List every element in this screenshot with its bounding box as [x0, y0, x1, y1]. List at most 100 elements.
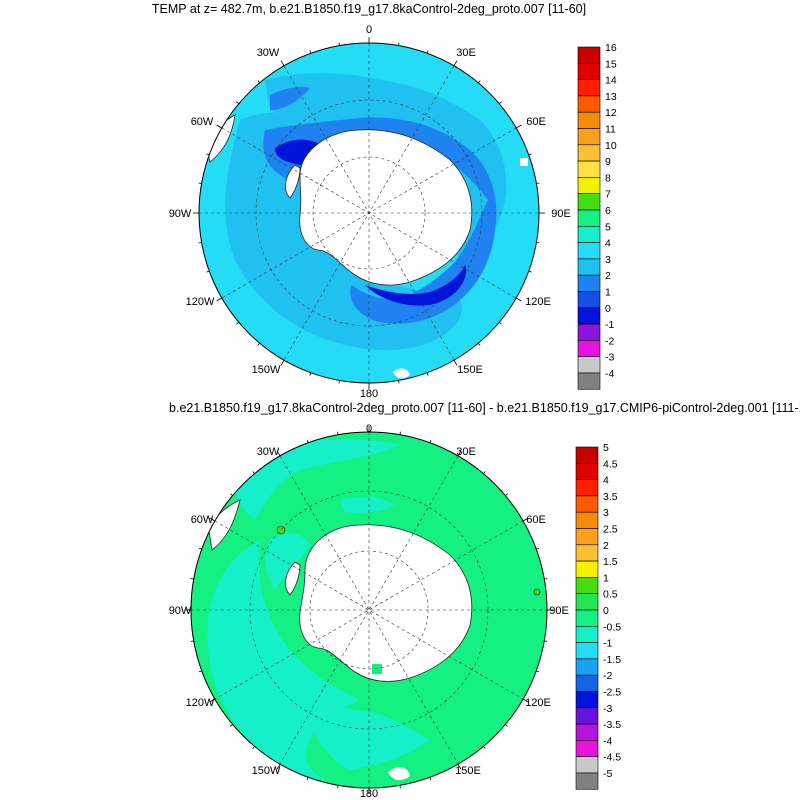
top-colorbar-swatch	[577, 144, 601, 162]
bottom-colorbar-label: 4	[603, 475, 609, 487]
bottom-colorbar-swatch	[575, 528, 599, 546]
bottom-lon-labels: 0 30E 60E 90E 120E 150E 180 150W 120W 90…	[169, 423, 569, 800]
bottom-tick	[198, 670, 202, 673]
bottom-tick	[429, 439, 432, 443]
bottom-colorbar-label: 5	[603, 442, 609, 454]
top-antarctica	[299, 129, 473, 286]
bottom-tick	[190, 578, 194, 580]
bottom-colorbar-label: -1.5	[603, 654, 621, 666]
top-lon-30e: 30E	[456, 47, 476, 59]
bottom-tick	[252, 746, 255, 749]
top-lon-120w: 120W	[186, 296, 215, 308]
top-colorbar-label: 4	[605, 238, 611, 250]
bottom-colorbar-label: -2	[603, 670, 612, 682]
bottom-tick	[457, 763, 462, 770]
bottom-colorbar-label: -4	[603, 735, 612, 747]
top-tick	[516, 124, 522, 129]
top-new-zealand	[393, 368, 410, 379]
bottom-colorbar-label: -5	[603, 768, 612, 780]
top-colorbar-swatch	[577, 79, 601, 97]
bottom-tick	[399, 431, 401, 435]
bottom-colorbar-swatch	[575, 674, 599, 692]
bottom-colorbar-label: -2.5	[603, 687, 621, 699]
top-tick	[280, 360, 285, 366]
top-lon-60e: 60E	[526, 116, 546, 128]
bottom-tick	[522, 517, 529, 522]
bottom-colorbar-swatch	[575, 560, 599, 578]
bottom-tick	[337, 431, 339, 435]
top-lon-30w: 30W	[257, 47, 280, 59]
bottom-tick	[536, 670, 540, 673]
bottom-colorbar-label: 4.5	[603, 458, 618, 470]
bottom-colorbar-swatch	[575, 446, 599, 464]
top-tick	[398, 42, 400, 46]
top-colorbar-label: 1	[605, 287, 611, 299]
top-colorbar-swatch	[577, 291, 601, 309]
bottom-colorbar-label: 2.5	[603, 524, 618, 536]
top-colorbar-label: 2	[605, 270, 611, 282]
bottom-colorbar-label: 3.5	[603, 491, 618, 503]
bottom-lon-90w: 90W	[169, 605, 192, 617]
bottom-tick	[505, 724, 508, 727]
bottom-ice-shelf	[330, 537, 355, 553]
bottom-colorbar-swatch	[575, 609, 599, 627]
top-colorbar-swatch	[577, 111, 601, 129]
top-colorbar-label: 13	[605, 91, 617, 103]
top-lon-90w: 90W	[169, 208, 192, 220]
top-tick	[338, 42, 340, 46]
top-tick	[453, 360, 458, 366]
bottom-colorbar-swatch	[575, 772, 599, 790]
top-tick	[309, 50, 312, 54]
bottom-tick	[230, 724, 233, 727]
bottom-tick	[536, 547, 540, 550]
top-colorbar-swatch	[577, 274, 601, 292]
top-island-east	[520, 158, 528, 166]
top-colorbar-label: 0	[605, 303, 611, 315]
top-lon-150e: 150E	[457, 364, 483, 376]
bottom-lon-30e: 30E	[456, 446, 476, 458]
bottom-tick	[337, 785, 339, 789]
top-tick	[528, 153, 532, 156]
top-colorbar-swatch	[577, 323, 601, 341]
bottom-tick	[198, 547, 202, 550]
bottom-colorbar: 5 4.5 4 3.5 3 2.5 2 1.5 1 0.5 0 -0.5 -1 -1.5 -2 -2.5 -3 -…	[575, 442, 621, 790]
bottom-tick	[483, 746, 486, 749]
top-colorbar-label: 9	[605, 156, 611, 168]
top-tick	[536, 182, 540, 184]
bottom-colorbar-label: -4.5	[603, 752, 621, 764]
top-tick	[536, 242, 540, 244]
bottom-colorbar-swatch	[575, 756, 599, 774]
bottom-tick	[544, 640, 548, 642]
top-colorbar-label: -4	[605, 368, 614, 380]
top-lon-90e: 90E	[551, 208, 571, 220]
top-tick	[338, 380, 340, 384]
bottom-tick	[306, 439, 309, 443]
top-colorbar-label: 10	[605, 140, 617, 152]
bottom-colorbar-swatch	[575, 511, 599, 529]
top-colorbar-swatch	[577, 226, 601, 243]
top-colorbar-swatch	[577, 177, 601, 194]
bottom-lon-120w: 120W	[186, 697, 215, 709]
bottom-colorbar-label: 2	[603, 540, 609, 552]
bottom-lon-180: 180	[360, 788, 378, 800]
top-tick	[236, 321, 240, 325]
bottom-panel-title: b.e21.B1850.f19_g17.8kaControl-2deg_prot…	[169, 401, 800, 415]
top-tick	[528, 270, 532, 273]
bottom-tick	[190, 640, 194, 642]
bottom-colorbar-swatch	[575, 495, 599, 513]
top-tick	[280, 60, 285, 66]
top-colorbar-swatch	[577, 62, 601, 80]
bottom-tick	[306, 777, 309, 781]
bottom-colorbar-swatch	[575, 625, 599, 643]
bottom-tick	[483, 471, 486, 474]
bottom-colorbar-label: 0	[603, 605, 609, 617]
top-tick-marks	[193, 37, 545, 389]
bottom-graticule	[191, 432, 547, 788]
bottom-colorbar-swatch	[575, 577, 599, 595]
bottom-tick	[230, 493, 233, 496]
top-tick	[309, 372, 312, 376]
top-colorbar-swatch	[577, 340, 601, 357]
bottom-tick	[276, 763, 281, 770]
